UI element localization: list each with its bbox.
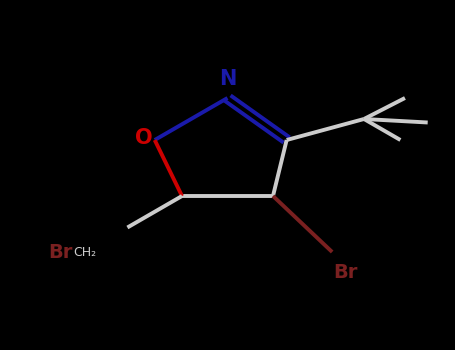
Text: O: O bbox=[135, 128, 152, 148]
Text: CH₂: CH₂ bbox=[73, 245, 96, 259]
Text: Br: Br bbox=[334, 264, 358, 282]
Text: N: N bbox=[219, 69, 236, 89]
Text: Br: Br bbox=[48, 243, 73, 261]
